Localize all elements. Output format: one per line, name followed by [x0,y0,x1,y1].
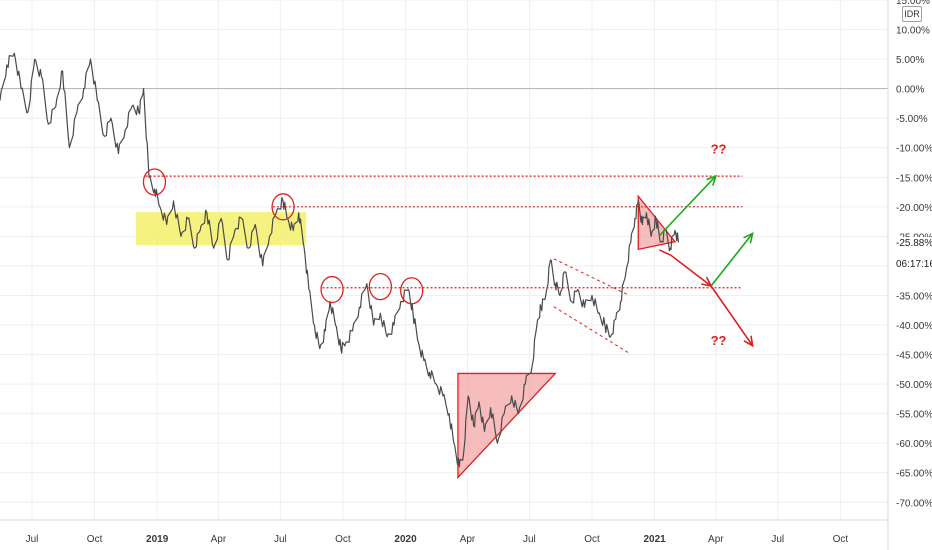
x-tick-label: 2019 [146,534,169,545]
x-tick-label: 2020 [394,534,417,545]
x-tick-label: Oct [335,534,351,545]
y-tick-label: -50.00% [896,380,932,391]
arrow-head [743,231,754,244]
touch-circle-marker [271,193,295,221]
projection-arrows-layer [658,174,754,348]
y-tick-label: -45.00% [896,351,932,362]
bar-countdown-badge: 06:17:16 [896,258,932,272]
y-tick-label: 0.00% [896,85,924,96]
marker-layer [142,168,424,305]
x-tick-label: Jul [523,534,536,545]
pattern-layer [457,194,677,480]
y-tick-label: -70.00% [896,498,932,509]
channel-line [553,306,630,354]
up-projection-arrow [658,175,717,237]
annotation-labels: ???? [711,142,727,348]
channel-line [553,258,630,296]
price-series-line [0,52,679,468]
currency-badge[interactable]: IDR [902,6,922,22]
y-tick-label: -55.00% [896,410,932,421]
touch-circle-marker [400,277,424,305]
x-tick-label: Jul [274,534,287,545]
x-tick-label: Oct [833,534,849,545]
y-tick-label: -60.00% [896,439,932,450]
x-tick-label: Oct [87,534,103,545]
time-axis[interactable]: Jul Oct 2019 Apr Jul Oct 2020 Apr Jul Oct 2021 Apr J… [0,519,888,545]
x-tick-label: Apr [211,534,227,545]
y-tick-label: -65.00% [896,469,932,480]
y-tick-label: 10.00% [896,26,930,37]
price-series-layer [0,52,679,468]
y-tick-label: -40.00% [896,321,932,332]
touch-circle-marker [320,275,344,304]
x-tick-label: Apr [708,534,724,545]
support-zone [136,212,307,246]
x-tick-label: Oct [584,534,600,545]
question-mark-label: ?? [711,142,727,157]
support-zone-layer [136,212,307,246]
y-tick-label: -20.00% [896,203,932,214]
price-axis[interactable]: 15.00% 10.00% 5.00% 0.00% -5.00% -10.00% -15.0… [887,0,932,550]
down-projection-arrow [710,285,754,347]
x-tick-label: Apr [460,534,476,545]
down-projection-arrow [659,249,712,287]
x-tick-label: 2021 [643,534,666,545]
arrow-head [743,335,754,348]
y-tick-label: 5.00% [896,55,924,66]
y-tick-label: -5.00% [896,114,928,125]
question-mark-label: ?? [711,333,727,348]
x-tick-label: Jul [771,534,784,545]
resistance-levels-layer [145,175,743,289]
touch-circle-marker [142,168,167,196]
chart-grid [0,0,888,520]
y-tick-label: 15.00% [896,0,930,7]
x-tick-label: Jul [26,534,39,545]
y-tick-label: -15.00% [896,173,932,184]
up-projection-arrow [710,232,754,287]
y-tick-label: -35.00% [896,291,932,302]
y-tick-label: -10.00% [896,144,932,155]
ascending-triangle-pattern [457,372,557,480]
last-price-badge: -25.88% [896,237,932,251]
touch-circle-marker [368,272,393,301]
arrow-head [706,174,718,186]
